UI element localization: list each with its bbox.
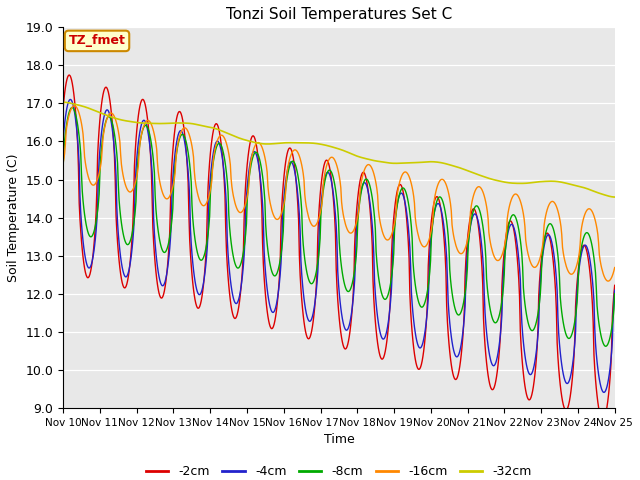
-2cm (212, 121, 220, 127)
Line: -8cm: -8cm (63, 108, 614, 346)
-2cm (407, 308, 415, 313)
Line: -16cm: -16cm (63, 106, 614, 281)
-2cm (183, 153, 191, 159)
Y-axis label: Soil Temperature (C): Soil Temperature (C) (7, 154, 20, 282)
-8cm (127, 237, 134, 243)
-16cm (60, 160, 67, 166)
-8cm (60, 165, 67, 171)
-2cm (127, 254, 134, 260)
-2cm (611, 282, 618, 288)
-4cm (212, 140, 220, 146)
Line: -2cm: -2cm (63, 75, 614, 420)
-2cm (65, 72, 73, 78)
-4cm (127, 258, 134, 264)
-4cm (66, 96, 74, 102)
-8cm (183, 141, 191, 147)
-32cm (69, 101, 77, 107)
-16cm (611, 264, 618, 270)
-4cm (60, 137, 67, 143)
-2cm (598, 417, 606, 423)
-32cm (60, 99, 67, 105)
-8cm (68, 105, 76, 110)
-8cm (70, 107, 77, 112)
-16cm (407, 178, 415, 184)
Title: Tonzi Soil Temperatures Set C: Tonzi Soil Temperatures Set C (226, 7, 452, 22)
-8cm (602, 343, 609, 349)
-16cm (604, 278, 612, 284)
-16cm (69, 103, 77, 109)
-4cm (183, 153, 191, 159)
-32cm (182, 120, 189, 126)
-2cm (60, 106, 67, 111)
-8cm (407, 216, 415, 222)
-16cm (127, 189, 134, 195)
-8cm (212, 146, 220, 152)
-32cm (611, 194, 618, 200)
-2cm (70, 91, 77, 97)
-4cm (600, 390, 608, 396)
-16cm (183, 126, 191, 132)
-2cm (423, 313, 431, 319)
Text: TZ_fmet: TZ_fmet (68, 35, 125, 48)
-16cm (423, 242, 431, 248)
-32cm (126, 119, 134, 124)
-32cm (211, 126, 219, 132)
Line: -4cm: -4cm (63, 99, 614, 393)
-16cm (212, 143, 220, 149)
-32cm (422, 159, 430, 165)
-4cm (423, 314, 431, 320)
-4cm (407, 263, 415, 269)
-4cm (611, 288, 618, 293)
-16cm (71, 103, 79, 108)
Legend: -2cm, -4cm, -8cm, -16cm, -32cm: -2cm, -4cm, -8cm, -16cm, -32cm (141, 460, 537, 480)
X-axis label: Time: Time (323, 433, 355, 446)
-8cm (423, 292, 431, 298)
-8cm (611, 291, 618, 297)
-4cm (70, 106, 77, 111)
Line: -32cm: -32cm (63, 102, 614, 197)
-32cm (406, 160, 413, 166)
